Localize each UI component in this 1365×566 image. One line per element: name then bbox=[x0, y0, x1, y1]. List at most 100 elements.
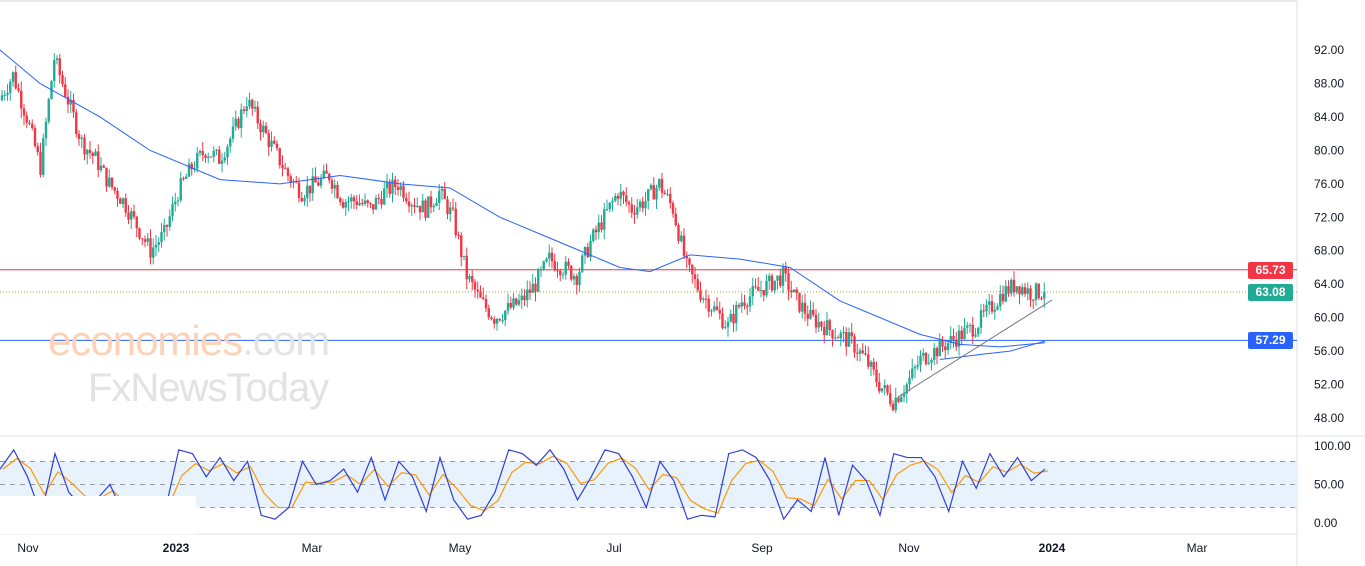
candle-body bbox=[509, 303, 512, 308]
candle-body bbox=[971, 324, 974, 337]
candle-body bbox=[435, 203, 438, 206]
candle-body bbox=[116, 190, 119, 199]
candle-body bbox=[391, 179, 394, 194]
candle-body bbox=[174, 201, 177, 205]
candle-body bbox=[875, 369, 878, 383]
price-tick: 56.00 bbox=[1314, 344, 1344, 358]
candle-body bbox=[317, 182, 320, 186]
time-tick: Jul bbox=[606, 541, 621, 555]
candle-body bbox=[248, 99, 251, 107]
candle-body bbox=[479, 291, 482, 298]
candle-body bbox=[520, 295, 523, 301]
candle-body bbox=[1004, 285, 1007, 302]
candle-body bbox=[110, 177, 114, 188]
candle-body bbox=[682, 235, 686, 257]
candle-body bbox=[680, 235, 683, 242]
candle-body bbox=[561, 274, 565, 276]
candle-body bbox=[1007, 285, 1010, 294]
candle-body bbox=[517, 300, 521, 305]
candle-body bbox=[209, 156, 213, 158]
candle-body bbox=[275, 143, 279, 149]
candle-body bbox=[105, 167, 108, 187]
candle-body bbox=[611, 200, 614, 203]
candle-body bbox=[207, 156, 210, 159]
candle-body bbox=[812, 309, 815, 315]
candle-body bbox=[644, 201, 647, 209]
candle-body bbox=[234, 118, 237, 127]
candle-body bbox=[1018, 286, 1021, 295]
candle-body bbox=[891, 403, 895, 411]
candle-body bbox=[869, 362, 873, 367]
candle-body bbox=[218, 149, 221, 164]
candle-body bbox=[847, 332, 851, 347]
candle-body bbox=[366, 200, 369, 204]
candle-body bbox=[559, 270, 562, 275]
candle-body bbox=[363, 200, 367, 204]
candle-body bbox=[927, 362, 930, 364]
candle-body bbox=[108, 177, 111, 187]
candle-body bbox=[814, 314, 818, 328]
candle-body bbox=[603, 209, 606, 230]
candle-body bbox=[352, 197, 356, 202]
candle-body bbox=[297, 182, 301, 199]
candle-body bbox=[165, 224, 169, 227]
candle-body bbox=[718, 309, 721, 314]
candle-body bbox=[696, 279, 699, 291]
candle-body bbox=[878, 382, 881, 392]
candle-body bbox=[130, 211, 133, 220]
candle-body bbox=[704, 298, 708, 300]
candle-body bbox=[1023, 287, 1027, 294]
candle-body bbox=[823, 326, 826, 335]
time-tick: 2024 bbox=[1039, 541, 1066, 555]
candle-body bbox=[468, 276, 471, 280]
candle-body bbox=[1040, 297, 1043, 299]
candle-body bbox=[490, 317, 493, 320]
time-tick: 2023 bbox=[163, 541, 190, 555]
candle-body bbox=[889, 392, 892, 404]
candle-body bbox=[289, 176, 292, 183]
candle-body bbox=[589, 240, 592, 258]
price-tick: 60.00 bbox=[1314, 311, 1344, 325]
candle-body bbox=[311, 176, 314, 194]
candle-body bbox=[806, 313, 809, 319]
candle-body bbox=[944, 346, 947, 351]
candle-body bbox=[146, 238, 149, 242]
candle-body bbox=[768, 275, 771, 281]
candle-body bbox=[542, 261, 545, 269]
candle-body bbox=[748, 296, 752, 307]
candle-body bbox=[671, 203, 675, 214]
candle-body bbox=[625, 195, 628, 203]
time-tick: Nov bbox=[898, 541, 919, 555]
candle-body bbox=[119, 198, 122, 204]
candle-body bbox=[627, 202, 631, 205]
candle-body bbox=[886, 385, 889, 393]
candle-body bbox=[515, 298, 518, 305]
candle-body bbox=[853, 336, 856, 353]
candle-body bbox=[773, 280, 776, 291]
support-price-tag: 57.29 bbox=[1248, 332, 1293, 349]
candle-body bbox=[583, 247, 587, 256]
candle-body bbox=[897, 397, 900, 402]
candle-body bbox=[702, 298, 705, 300]
candle-body bbox=[374, 198, 378, 210]
candle-body bbox=[1029, 288, 1032, 300]
candle-body bbox=[443, 188, 446, 200]
candle-body bbox=[251, 99, 254, 109]
candle-body bbox=[160, 232, 163, 243]
candle-body bbox=[204, 155, 207, 159]
candle-body bbox=[47, 99, 50, 122]
candle-body bbox=[413, 205, 416, 208]
candle-body bbox=[770, 275, 774, 291]
candle-body bbox=[457, 234, 460, 236]
candle-body bbox=[493, 319, 496, 324]
time-tick: Mar bbox=[1187, 541, 1208, 555]
candle-body bbox=[902, 393, 906, 397]
candle-body bbox=[495, 318, 499, 324]
osc-tick: 50.00 bbox=[1314, 478, 1344, 492]
candle-body bbox=[790, 290, 793, 293]
candle-body bbox=[856, 352, 859, 354]
candle-body bbox=[636, 207, 639, 215]
candle-body bbox=[281, 165, 284, 169]
candle-body bbox=[308, 185, 312, 194]
